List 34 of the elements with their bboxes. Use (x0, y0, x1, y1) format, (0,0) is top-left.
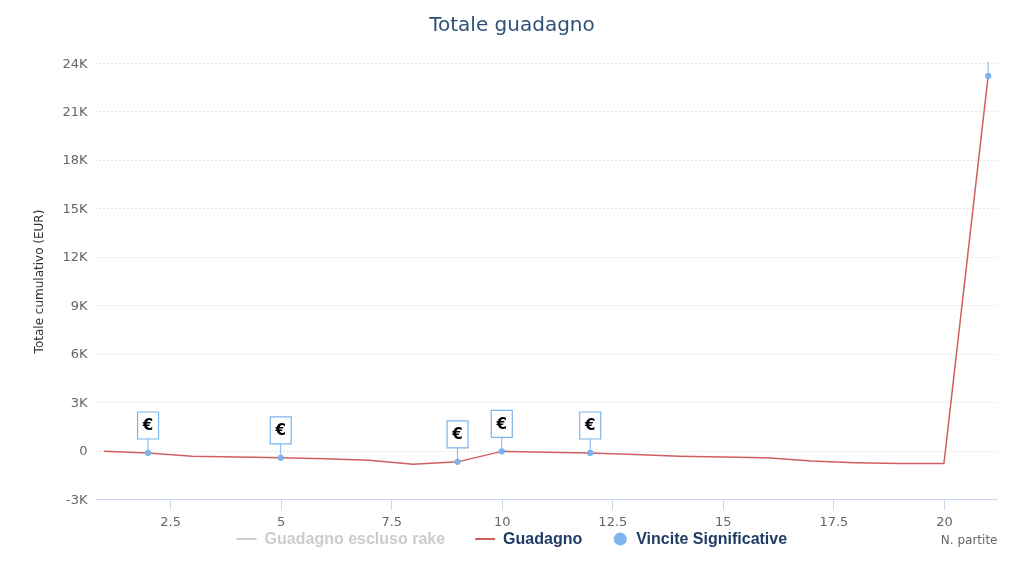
x-tick-label: 15 (715, 513, 732, 529)
point (984, 72, 992, 80)
annotation: € (584, 416, 596, 435)
y-tick-label: 9K (70, 297, 88, 313)
x-axis-title: N. partite (940, 532, 998, 547)
y-axis-title: Totale cumulativo (EUR) (32, 209, 47, 355)
legend-label: Guadagno (503, 530, 583, 547)
y-tick-label: 15K (62, 200, 88, 216)
point (587, 449, 594, 457)
y-tick-label: 3K (70, 394, 88, 410)
x-tick-label: 12.5 (598, 513, 628, 529)
point (454, 458, 461, 466)
point (498, 448, 505, 455)
x-tick-label: 10 (494, 513, 511, 529)
y-tick-label: 18K (62, 152, 88, 168)
annotation: € (141, 416, 154, 435)
y-tick-label: 0 (79, 443, 88, 459)
point (144, 449, 152, 457)
x-tick-label: 2.5 (160, 513, 182, 529)
y-tick-label: 24K (62, 55, 88, 71)
x-tick-label: 5 (277, 513, 286, 529)
annotation: € (274, 421, 286, 440)
x-tick-label: 7.5 (381, 513, 403, 529)
y-tick-label: 12K (62, 249, 88, 265)
point (277, 454, 284, 461)
y-tick-label: 6K (70, 346, 88, 362)
x-tick-label: 20 (936, 513, 953, 529)
legend-label: Vincite Significative (636, 530, 788, 547)
annotation: € (451, 425, 463, 444)
annotation: € (495, 414, 507, 433)
chart-title: Totale guadagno (428, 12, 595, 36)
y-tick-label: 21K (62, 103, 88, 119)
y-tick-label: -3K (66, 491, 88, 507)
x-tick-label: 17.5 (819, 513, 849, 529)
